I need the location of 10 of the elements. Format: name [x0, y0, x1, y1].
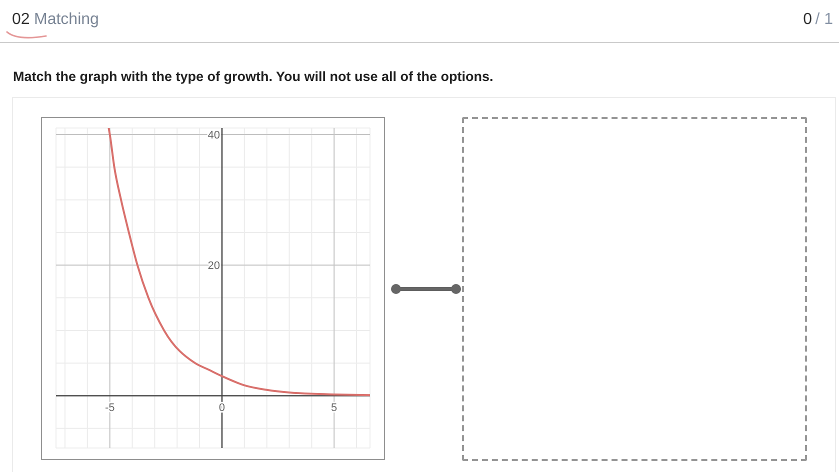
text: / 1 — [815, 10, 833, 30]
x-tick-label: -5 — [104, 402, 115, 414]
text: Matching — [34, 10, 99, 30]
y-tick-label: 20 — [208, 260, 220, 272]
y-tick-label: 40 — [208, 129, 220, 142]
x-tick-label: 5 — [331, 402, 338, 414]
chart-title: Match the graph with the type of growth. You will not use all of the options. — [13, 69, 494, 84]
line-series — [108, 128, 370, 396]
text: 02 — [12, 10, 30, 30]
text: 0 — [803, 10, 812, 30]
